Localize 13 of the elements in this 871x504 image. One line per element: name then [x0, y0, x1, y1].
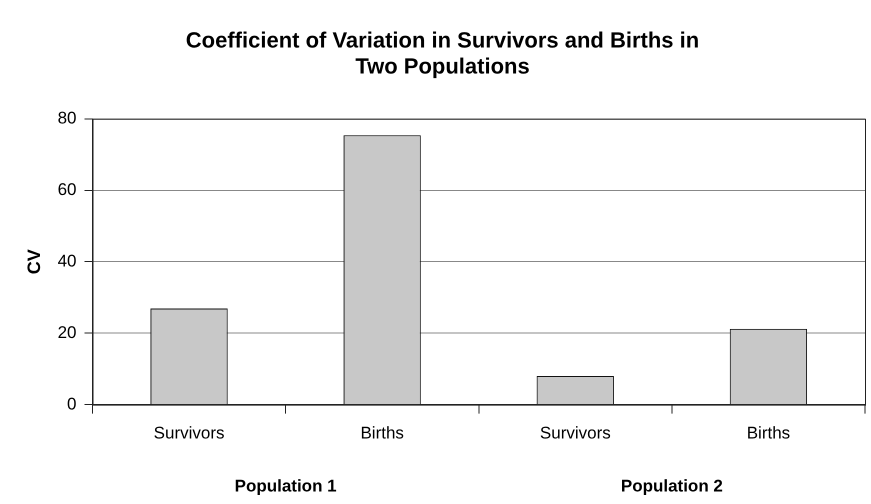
- y-axis-title: CV: [24, 249, 44, 274]
- text: Population 2: [620, 476, 723, 496]
- x-tick-label: Births: [746, 423, 790, 442]
- chart-title: Coefficient of Variation in Survivors and Births in Two Populations: [186, 27, 700, 79]
- x-tick-label: Survivors: [154, 423, 224, 442]
- y-tick-label: 0: [67, 394, 77, 414]
- x-tick-label: Survivors: [540, 423, 611, 442]
- y-tick-label: 20: [58, 322, 77, 342]
- y-tick-label: 40: [58, 251, 77, 270]
- y-tick-label: 60: [58, 180, 77, 199]
- text: Population 1: [234, 476, 337, 496]
- x-tick-label: Births: [360, 423, 404, 442]
- y-tick-label: 80: [58, 108, 77, 128]
